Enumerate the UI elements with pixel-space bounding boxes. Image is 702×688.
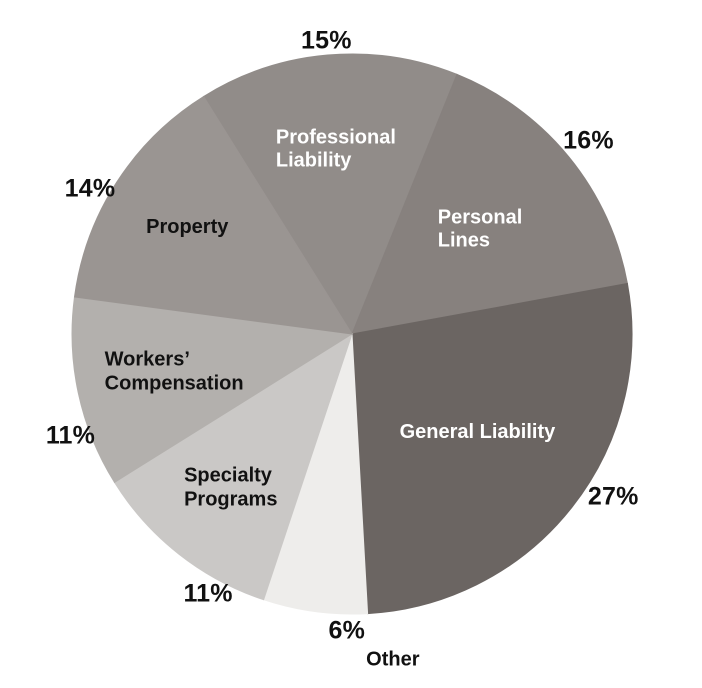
- pie-slice-specialty-programs: [113, 332, 353, 601]
- pie-slice-professional-liability: [202, 53, 458, 336]
- pie-slice-workers-compensation: [71, 296, 354, 484]
- pie-slice-personal-lines: [351, 73, 628, 335]
- pie-slice-property: [73, 95, 353, 335]
- pie-slice-general-liability: [351, 282, 633, 615]
